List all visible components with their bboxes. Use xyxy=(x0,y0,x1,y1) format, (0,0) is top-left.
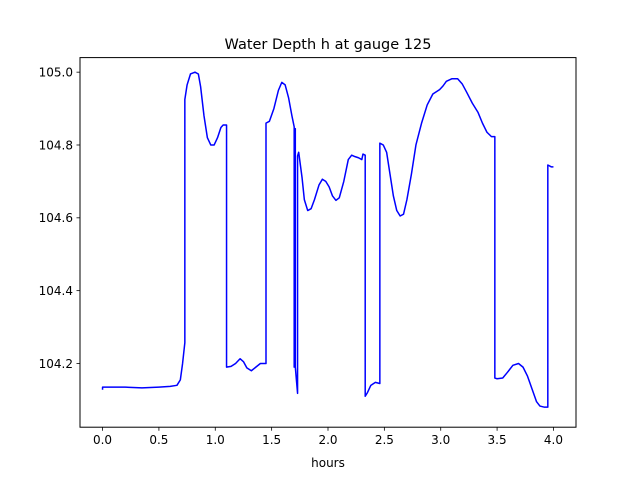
x-tick-label: 3.0 xyxy=(431,433,450,447)
x-tick-label: 1.5 xyxy=(262,433,281,447)
y-tick-label: 104.6 xyxy=(39,211,73,225)
x-tick-label: 3.5 xyxy=(488,433,507,447)
x-tick-label: 2.0 xyxy=(318,433,337,447)
series-line-0 xyxy=(101,71,554,408)
x-tick-label: 0.0 xyxy=(93,433,112,447)
y-tick-label: 104.2 xyxy=(39,357,73,371)
x-tick-label: 2.5 xyxy=(375,433,394,447)
y-tick-label: 104.4 xyxy=(39,284,73,298)
x-tick-label: 1.0 xyxy=(206,433,225,447)
plot-area xyxy=(79,57,577,428)
x-tick-label: 4.0 xyxy=(544,433,563,447)
y-axis: 104.2 104.4 104.6 104.8 105.0 xyxy=(39,65,80,371)
y-tick-label: 105.0 xyxy=(39,65,73,79)
series-layer xyxy=(101,71,554,408)
y-tick-label: 104.8 xyxy=(39,138,73,152)
x-tick-label: 0.5 xyxy=(149,433,168,447)
plot-background xyxy=(80,57,576,428)
x-axis: 0.0 0.5 1.0 1.5 2.0 2.5 3.0 3.5 4.0 xyxy=(93,427,563,447)
x-axis-label: hours xyxy=(311,456,345,470)
chart-title: Water Depth h at gauge 125 xyxy=(225,37,432,53)
